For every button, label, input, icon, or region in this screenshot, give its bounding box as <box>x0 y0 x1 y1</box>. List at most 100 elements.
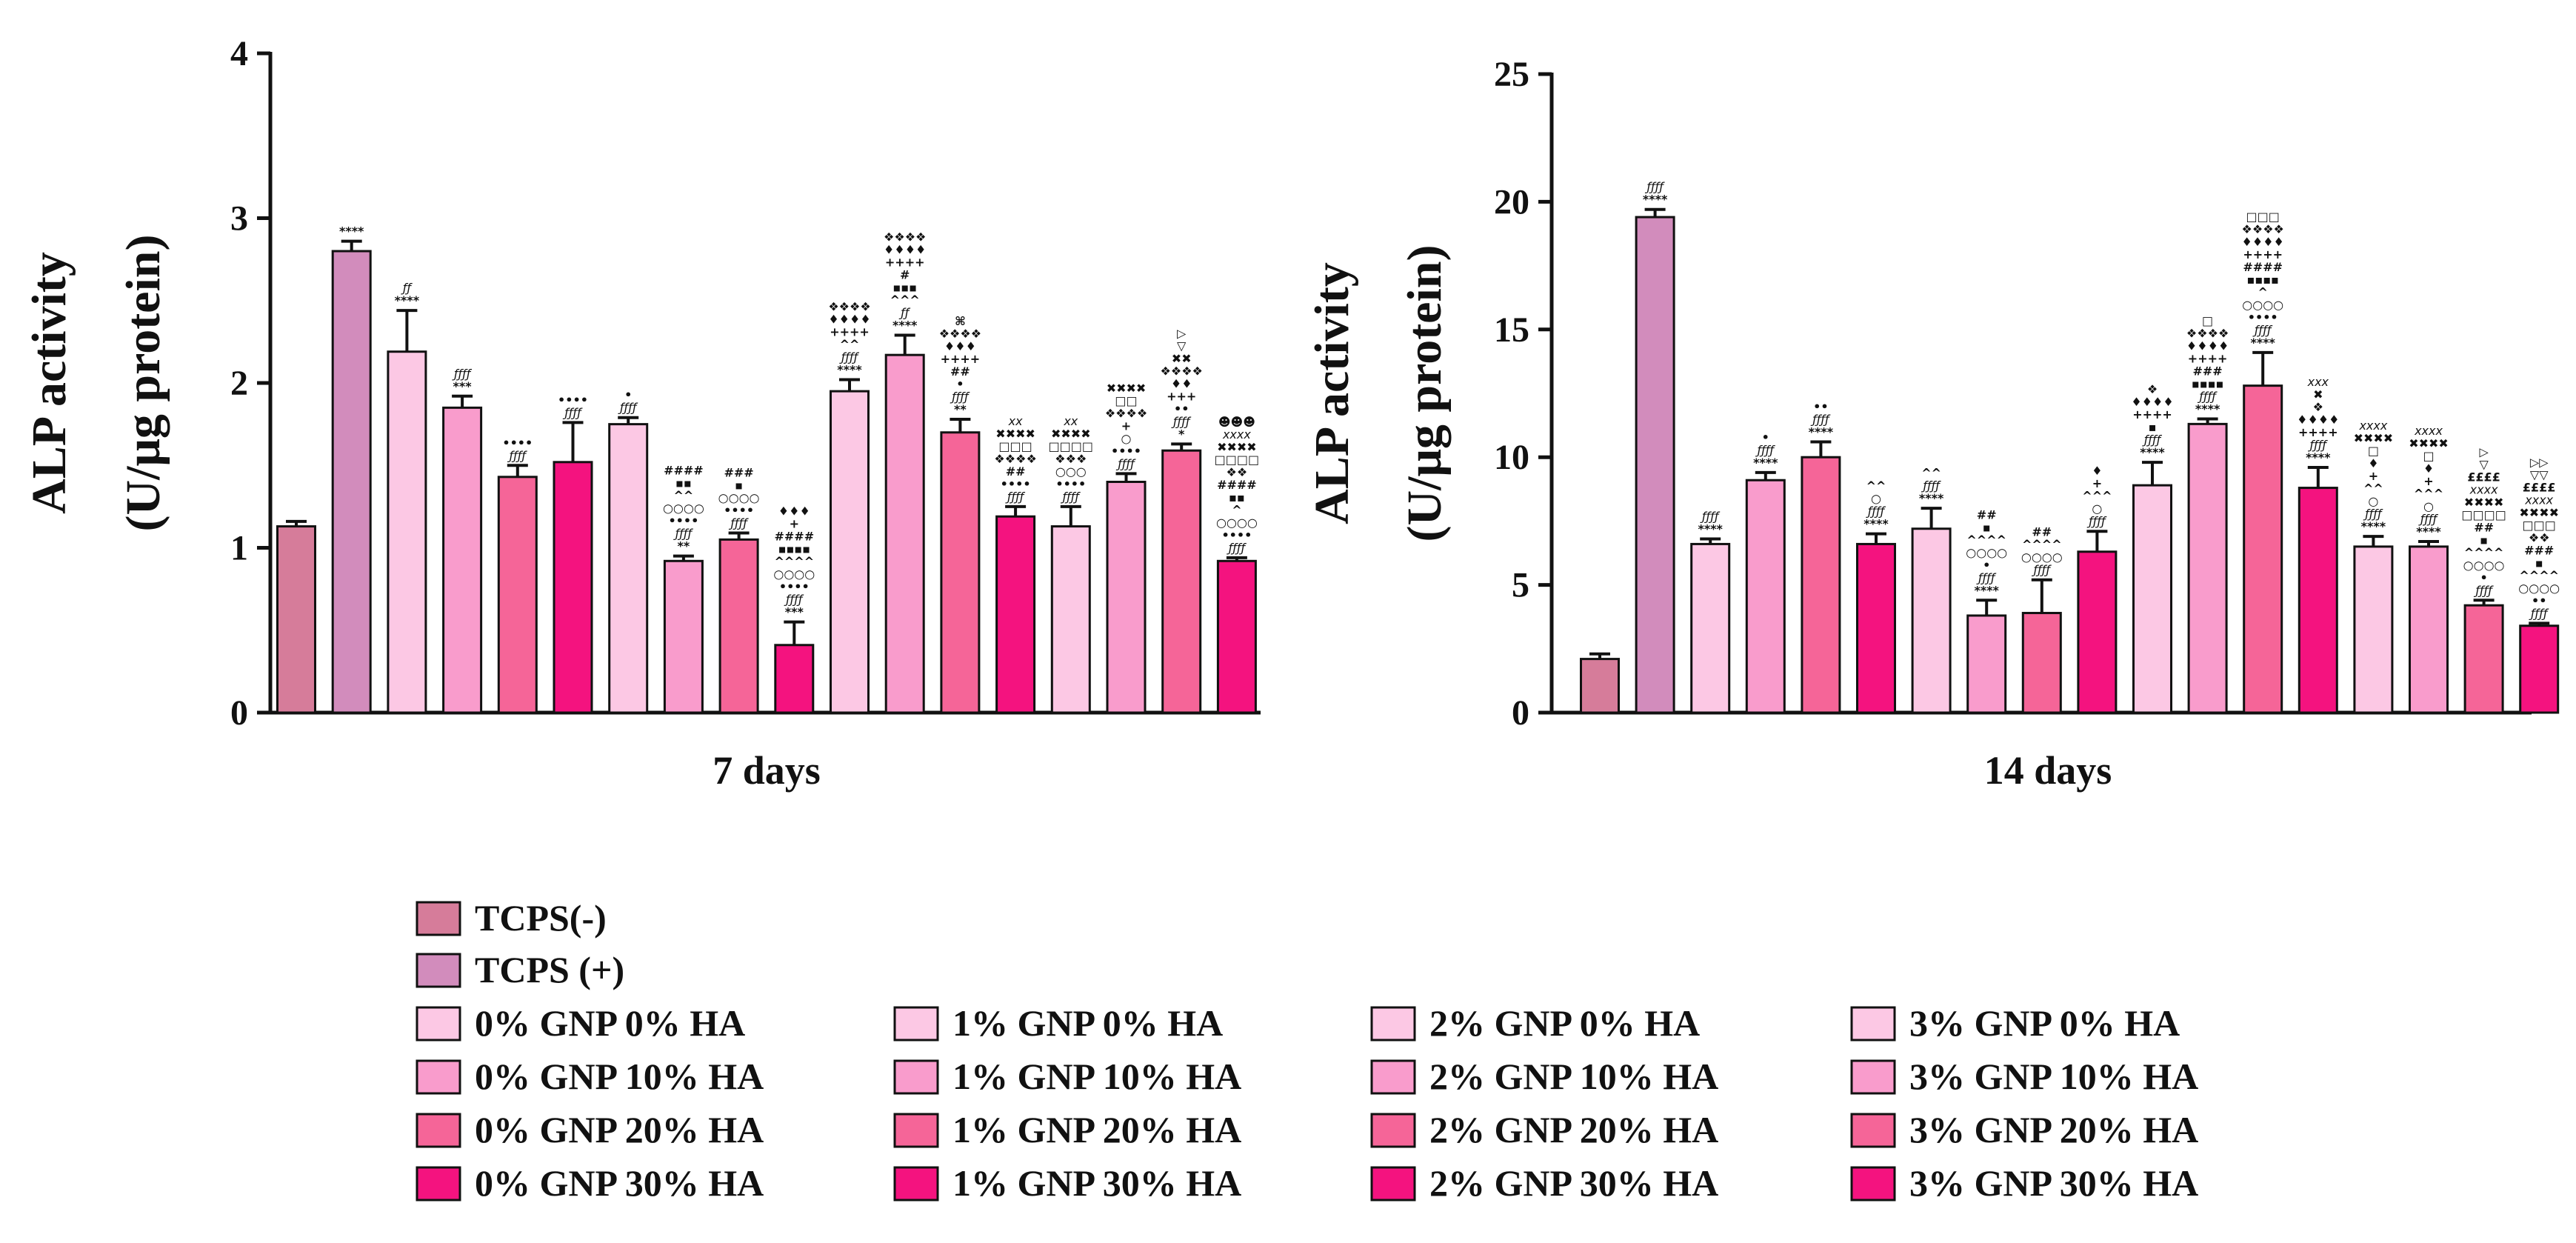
significance-label: ƒƒƒƒ <box>562 405 583 419</box>
significance-label: ♦ <box>2368 456 2378 470</box>
significance-label: ⌘ <box>955 314 966 328</box>
significance-label: ^^^^ <box>2464 545 2504 559</box>
significance-label: ƒƒƒƒ <box>1005 490 1026 504</box>
significance-label: **** <box>2361 519 2386 533</box>
significance-label: •••• <box>502 436 533 450</box>
legend-label: 2% GNP 10% HA <box>1429 1056 1718 1097</box>
significance-label: •••• <box>558 393 588 407</box>
significance-label: ○○○ <box>1055 464 1087 479</box>
significance-label: **** <box>837 363 862 377</box>
significance-label: ○ <box>2368 494 2378 508</box>
significance-label: **** <box>2416 524 2441 539</box>
significance-label: ♦♦♦ <box>944 339 976 353</box>
legend: TCPS(-) TCPS (+) 0% GNP 0% HA 0% GNP 10% HA… <box>416 897 2198 1204</box>
significance-label: ƒƒƒƒ <box>1227 541 1247 555</box>
significance-label: + <box>2369 469 2378 483</box>
significance-label: ○ <box>1871 492 1881 506</box>
significance-label: **** <box>1753 456 1778 470</box>
significance-label: ✖✖✖✖ <box>2519 505 2559 519</box>
significance-label: ++++ <box>2298 425 2338 439</box>
significance-label: ▷ <box>2479 444 2489 459</box>
significance-label: xx <box>1063 414 1078 428</box>
significance-label: ▪▪▪▪ <box>2247 273 2279 287</box>
significance-label: ○○○○ <box>2242 298 2283 312</box>
legend-swatch <box>416 1166 461 1202</box>
bar <box>1580 658 1620 714</box>
y-tick-label: 15 <box>1494 310 1529 350</box>
legend-item: 1% GNP 30% HA <box>893 1162 1241 1204</box>
significance-label: ƒƒƒƒ <box>618 401 638 415</box>
legend-label: 2% GNP 30% HA <box>1429 1162 1718 1204</box>
significance-label: ƒƒƒƒ <box>2363 507 2383 521</box>
x-axis-label: 14 days <box>1984 748 2112 793</box>
significance-label: ○ <box>2423 499 2434 513</box>
y-axis-label: ALP activity <box>1305 262 1359 524</box>
legend-item: 1% GNP 20% HA <box>893 1109 1241 1150</box>
significance-label: ^^^ <box>2082 489 2112 503</box>
bar <box>442 406 483 714</box>
bar <box>1690 542 1731 714</box>
legend-swatch <box>893 1006 939 1042</box>
chart-14-days: 0 5 10 15 20 25 ALP activity (U/μg protein) 14 d… <box>1305 55 2560 793</box>
significance-label: ○○○○ <box>2518 581 2560 595</box>
y-axis-label: ALP activity <box>22 252 76 514</box>
significance-label: □□□□ <box>1215 453 1259 467</box>
legend-label: 1% GNP 20% HA <box>952 1109 1241 1150</box>
significance-label: ✖✖✖✖ <box>1051 427 1091 441</box>
significance-label: * <box>1178 427 1185 441</box>
significance-label: ✖✖ <box>1172 351 1192 365</box>
significance-label: ƒƒƒƒ <box>728 516 749 530</box>
bar <box>1635 216 1675 714</box>
y-tick-label: 25 <box>1494 55 1529 94</box>
significance-label: ❖❖❖ <box>1055 452 1087 466</box>
significance-label: ○○○○ <box>663 501 704 516</box>
significance-label: ▪ <box>2535 556 2543 570</box>
significance-label: ƒƒƒƒ <box>2529 606 2549 620</box>
legend-item: 0% GNP 20% HA <box>416 1109 764 1150</box>
significance-label: •••• <box>1111 444 1141 458</box>
significance-label: ○○○○ <box>1966 545 2007 559</box>
legend-item: 2% GNP 20% HA <box>1370 1109 1718 1150</box>
bar <box>1161 449 1202 714</box>
significance-label: ++++ <box>830 325 870 339</box>
significance-label: ƒƒƒƒ <box>839 350 860 364</box>
significance-label: ƒƒƒƒ <box>1061 490 1081 504</box>
significance-label: **** <box>1863 517 1889 531</box>
significance-label: #### <box>1217 478 1257 492</box>
bar <box>331 250 372 714</box>
significance-label: •••• <box>1001 477 1031 491</box>
legend-label: 1% GNP 0% HA <box>952 1002 1223 1044</box>
significance-label: ## <box>2474 520 2494 534</box>
legend-item: 3% GNP 20% HA <box>1850 1109 2198 1150</box>
significance-label: ❖ <box>2313 400 2323 414</box>
significance-label: ƒƒ <box>401 281 413 295</box>
significance-label: ○○○○ <box>1216 516 1258 530</box>
significance-label: ^^^^ <box>2022 538 2062 552</box>
significance-label: ££££ <box>2467 470 2500 484</box>
significance-label: ▪▪ <box>675 476 692 490</box>
significance-label: ○○○○ <box>773 567 815 581</box>
legend-swatch <box>416 953 461 988</box>
legend-swatch <box>1850 1166 1896 1202</box>
bar <box>553 461 593 714</box>
significance-label: xxxx <box>2524 493 2553 507</box>
significance-label: ○○○○ <box>718 490 760 504</box>
significance-label: ** <box>678 539 690 553</box>
significance-label: ▪ <box>2480 533 2488 547</box>
significance-label: xxxx <box>2469 482 2498 496</box>
legend-item: 0% GNP 30% HA <box>416 1162 764 1204</box>
bar <box>1911 527 1952 714</box>
significance-label: ƒƒƒƒ <box>2418 512 2439 526</box>
y-tick-label: 20 <box>1494 182 1529 221</box>
significance-label: **** <box>1698 522 1723 536</box>
legend-label: TCPS (+) <box>475 949 624 990</box>
bar <box>2187 422 2228 714</box>
significance-label: ▪ <box>735 478 743 492</box>
y-tick-label: 4 <box>230 34 248 73</box>
significance-label: ++++ <box>885 255 925 269</box>
legend-label: 0% GNP 10% HA <box>475 1056 764 1097</box>
significance-label: • <box>1762 430 1769 444</box>
bar <box>2353 545 2394 714</box>
significance-label: ƒƒƒƒ <box>2197 389 2218 403</box>
